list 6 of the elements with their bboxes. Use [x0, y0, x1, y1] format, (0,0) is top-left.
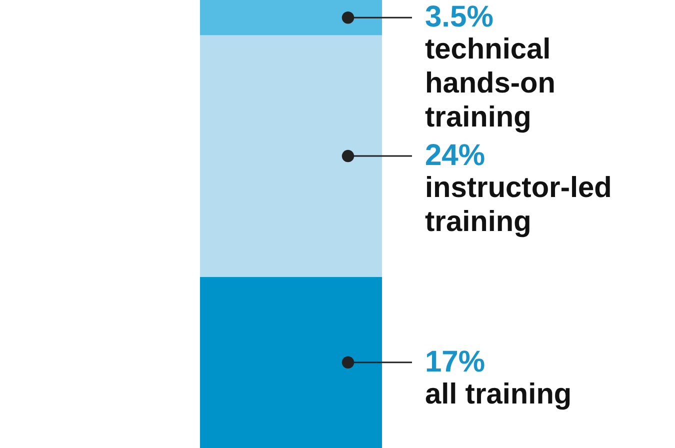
series-label: technical hands-on training — [425, 34, 556, 134]
data-label: 24% — [425, 139, 486, 172]
series-label: all training — [425, 378, 572, 410]
series-label: instructor-led training — [425, 172, 612, 238]
data-label: 17% — [425, 345, 486, 378]
data-label: 3.5% — [425, 0, 494, 34]
